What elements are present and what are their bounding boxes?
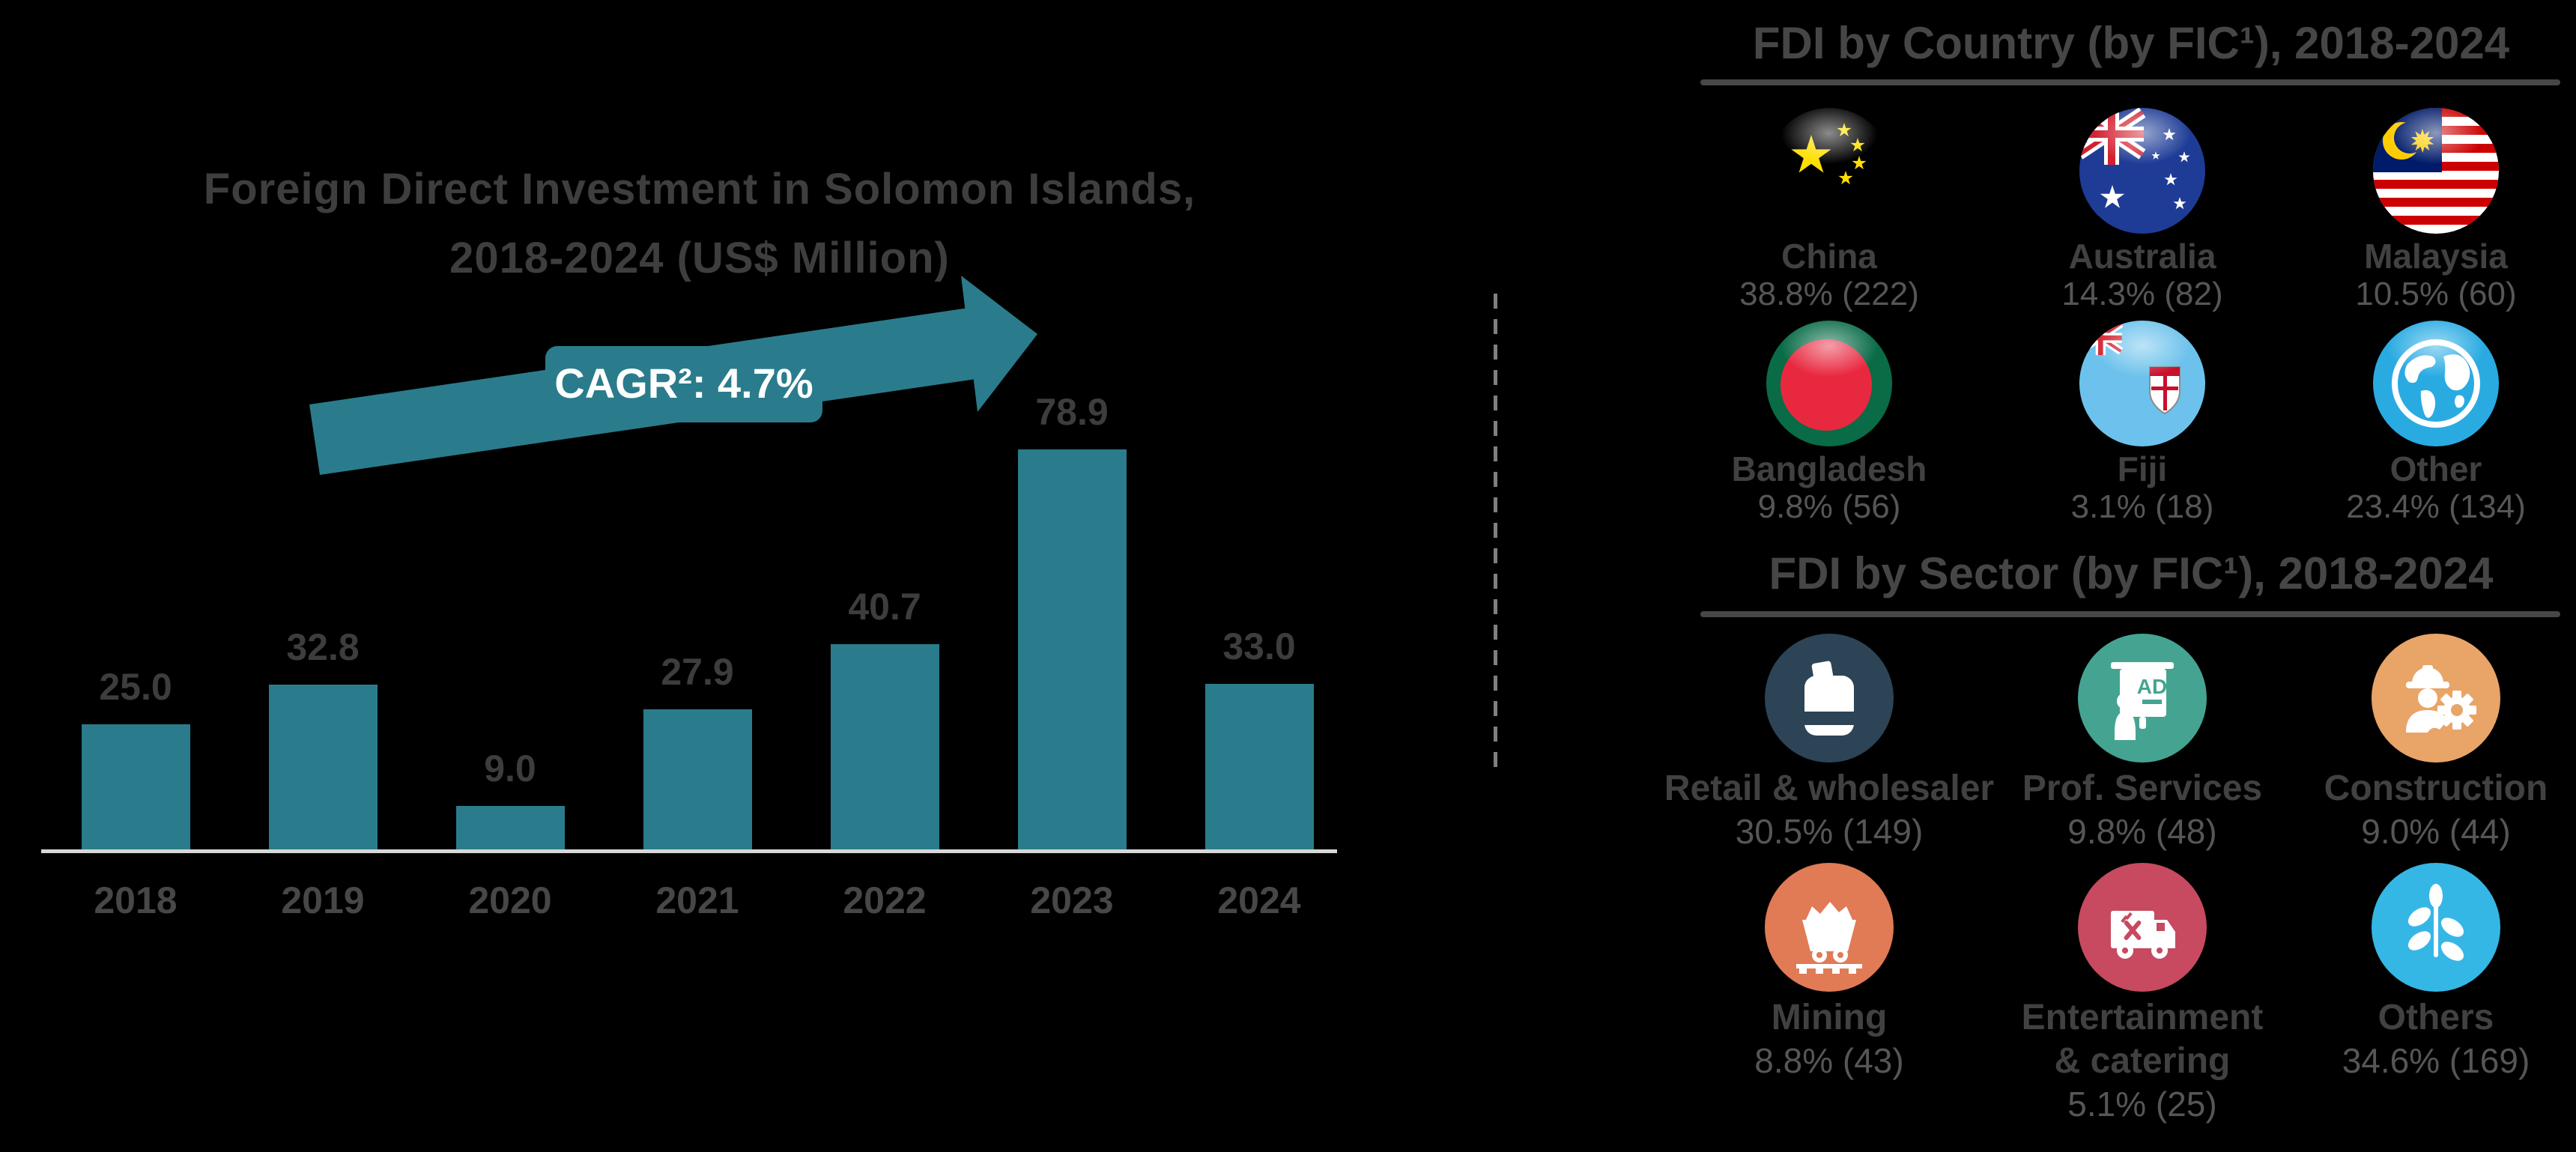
bar-value-label: 78.9: [1035, 391, 1109, 433]
presentation-board-icon: AD: [2078, 634, 2207, 763]
country-item-fiji: Fiji 3.1% (18): [1981, 321, 2303, 526]
country-item-china: China 38.8% (222): [1668, 108, 1990, 313]
bar-value-label: 25.0: [99, 666, 172, 708]
arrow-shaft: [309, 308, 976, 475]
bar-year-label: 2020: [468, 879, 552, 921]
sector-share-value: 8.8% (43): [1754, 1041, 1904, 1080]
country-share-value: 38.8% (222): [1739, 276, 1919, 312]
country-name: Australia: [2068, 237, 2216, 276]
cagr-label-box: [545, 346, 822, 422]
chart-title-line2: 2018-2024 (US$ Million): [449, 234, 950, 282]
sector-name: Mining: [1771, 998, 1888, 1037]
bar-2020: [455, 806, 565, 852]
sector-item-retail-bag: Retail & wholesaler 30.5% (149): [1664, 634, 1994, 852]
sector-item-construction-worker: Construction 9.0% (44): [2275, 634, 2576, 852]
x-axis-line: [41, 849, 1337, 853]
retail-bag-icon: [1765, 634, 1894, 763]
food-truck-svg: [2078, 863, 2207, 992]
bar-2019: [268, 685, 378, 852]
country-share-value: 14.3% (82): [2061, 276, 2223, 312]
bar-year-label: 2023: [1030, 879, 1114, 921]
country-section-underline: [1700, 79, 2560, 85]
sector-name: Retail & wholesaler: [1664, 768, 1995, 808]
bangladesh-flag-svg: [1766, 321, 1892, 446]
bar-2023: [1017, 449, 1127, 852]
bangladesh-flag-icon: [1766, 321, 1892, 446]
country-section-title: FDI by Country (by FIC¹), 2018-2024: [1752, 18, 2510, 68]
sector-name: Entertainment & catering: [2021, 998, 2264, 1081]
sector-name: Prof. Services: [2022, 768, 2263, 808]
retail-bag-svg: [1765, 634, 1894, 763]
mine-cart-svg: [1765, 863, 1894, 992]
country-share-value: 10.5% (60): [2355, 276, 2517, 312]
construction-worker-icon: [2372, 634, 2500, 763]
bar-value-label: 40.7: [848, 586, 921, 628]
bar-2018: [81, 724, 190, 852]
country-item-globe: Other 23.4% (134): [2275, 321, 2576, 526]
fiji-flag-icon: [2079, 321, 2205, 446]
presentation-board-svg: AD: [2078, 634, 2207, 763]
malaysia-flag-svg: [2373, 108, 2499, 234]
sector-item-food-truck: Entertainment & catering 5.1% (25): [1981, 863, 2303, 1125]
sector-share-value: 9.0% (44): [2361, 812, 2511, 851]
malaysia-flag-icon: [2373, 108, 2499, 234]
bar-year-label: 2019: [281, 879, 365, 921]
sector-share-value: 34.6% (169): [2342, 1041, 2530, 1080]
sector-share-value: 30.5% (149): [1735, 812, 1924, 851]
bar-value-label: 33.0: [1222, 625, 1296, 667]
sector-share-value: 5.1% (25): [2067, 1085, 2217, 1124]
bar-year-label: 2018: [94, 879, 178, 921]
australia-flag-icon: [2079, 108, 2205, 234]
sector-section-underline: [1700, 611, 2560, 617]
australia-flag-svg: [2079, 108, 2205, 234]
sector-share-value: 9.8% (48): [2067, 812, 2217, 851]
plant-svg: [2372, 863, 2500, 992]
page-title: Foreign Direct Investment in Solomon Isl…: [100, 155, 1299, 293]
globe-flag-svg: [2373, 321, 2499, 446]
construction-worker-svg: [2372, 634, 2500, 763]
bar-year-label: 2024: [1217, 879, 1301, 921]
fiji-flag-svg: [2079, 321, 2205, 446]
svg-text:AD: AD: [2137, 675, 2167, 698]
sector-section-title: FDI by Sector (by FIC¹), 2018-2024: [1769, 548, 2494, 598]
plant-icon: [2372, 863, 2500, 992]
country-item-australia: Australia 14.3% (82): [1981, 108, 2303, 313]
sector-item-presentation-board: AD Prof. Services 9.8% (48): [1981, 634, 2303, 852]
globe-flag-icon: [2373, 321, 2499, 446]
country-name: Bangladesh: [1731, 449, 1927, 488]
sector-name: Others: [2378, 998, 2494, 1037]
mine-cart-icon: [1765, 863, 1894, 992]
bar-value-label: 27.9: [661, 651, 734, 693]
country-share-value: 9.8% (56): [1757, 488, 1901, 525]
country-name: China: [1781, 237, 1877, 276]
country-share-value: 23.4% (134): [2346, 488, 2526, 525]
chart-title-line1: Foreign Direct Investment in Solomon Isl…: [203, 165, 1196, 213]
cagr-label: CAGR²: 4.7%: [554, 360, 813, 407]
bar-value-label: 9.0: [484, 748, 536, 789]
sector-item-mine-cart: Mining 8.8% (43): [1668, 863, 1990, 1082]
sector-name: Construction: [2324, 768, 2548, 808]
bar-value-label: 32.8: [286, 626, 360, 668]
sector-item-plant: Others 34.6% (169): [2275, 863, 2576, 1082]
bar-2022: [830, 644, 939, 852]
china-flag-svg: [1766, 108, 1892, 234]
country-name: Other: [2389, 449, 2482, 488]
country-share-value: 3.1% (18): [2070, 488, 2214, 525]
bar-year-label: 2022: [843, 879, 927, 921]
section-divider: [1494, 294, 1497, 777]
bar-year-label: 2021: [655, 879, 739, 921]
bar-2024: [1204, 684, 1314, 852]
country-name: Malaysia: [2364, 237, 2508, 276]
country-name: Fiji: [2117, 449, 2168, 488]
country-item-bangladesh: Bangladesh 9.8% (56): [1668, 321, 1990, 526]
bar-2021: [643, 709, 752, 852]
china-flag-icon: [1766, 108, 1892, 234]
food-truck-icon: [2078, 863, 2207, 992]
country-item-malaysia: Malaysia 10.5% (60): [2275, 108, 2576, 313]
